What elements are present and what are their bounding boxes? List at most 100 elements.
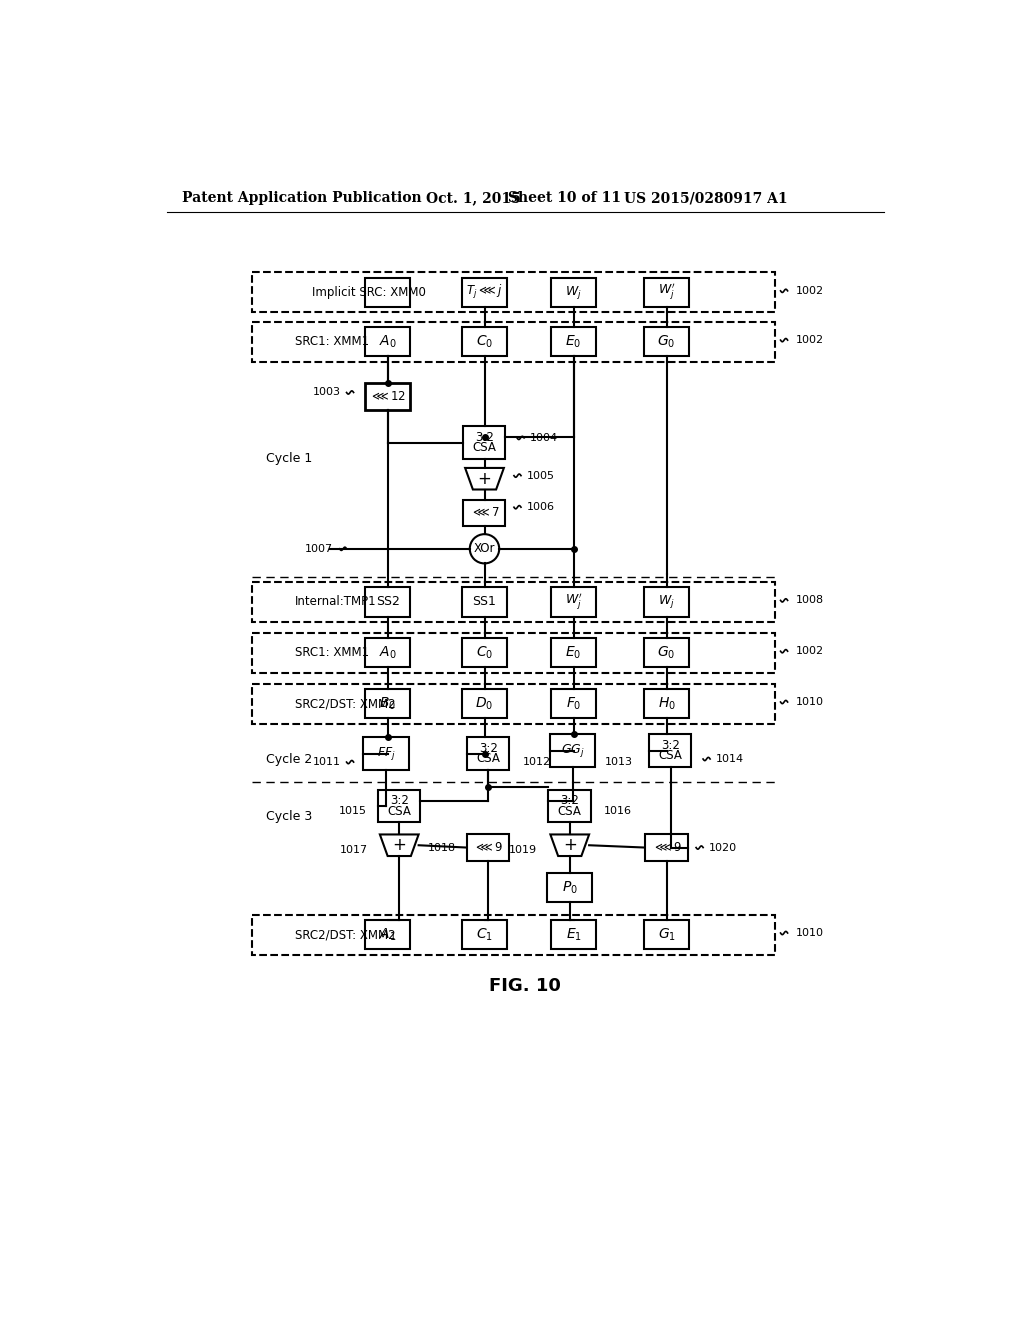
Text: $W_j$: $W_j$	[565, 284, 582, 301]
Text: SRC2/DST: XMM2: SRC2/DST: XMM2	[295, 928, 395, 941]
Text: $C_1$: $C_1$	[476, 927, 493, 942]
Text: $A_0$: $A_0$	[379, 334, 396, 350]
FancyBboxPatch shape	[467, 738, 509, 770]
FancyBboxPatch shape	[551, 638, 596, 668]
Text: 1019: 1019	[509, 845, 538, 855]
Text: 1017: 1017	[340, 845, 369, 855]
Text: Oct. 1, 2015: Oct. 1, 2015	[426, 191, 521, 206]
Text: $G_0$: $G_0$	[657, 334, 676, 350]
Text: SRC2/DST: XMM2: SRC2/DST: XMM2	[295, 697, 395, 710]
FancyBboxPatch shape	[644, 920, 689, 949]
Text: 1007: 1007	[305, 544, 334, 554]
Text: CSA: CSA	[658, 750, 682, 763]
Text: 1010: 1010	[796, 697, 824, 708]
FancyBboxPatch shape	[645, 834, 687, 862]
Polygon shape	[380, 834, 419, 855]
FancyBboxPatch shape	[551, 587, 596, 616]
Text: SS1: SS1	[472, 595, 497, 609]
Text: $A_1$: $A_1$	[379, 927, 396, 942]
Text: $F_0$: $F_0$	[566, 696, 582, 711]
Text: CSA: CSA	[558, 805, 582, 818]
Text: $GG_j$: $GG_j$	[561, 742, 585, 759]
Text: $\lll 12$: $\lll 12$	[369, 389, 407, 403]
Text: 1005: 1005	[526, 471, 554, 480]
Text: $\lll 7$: $\lll 7$	[470, 506, 500, 519]
FancyBboxPatch shape	[644, 277, 689, 308]
Text: $P_0$: $P_0$	[562, 879, 578, 896]
Text: 1012: 1012	[522, 758, 551, 767]
Text: $H_0$: $H_0$	[657, 696, 676, 711]
Text: $G_0$: $G_0$	[657, 644, 676, 661]
Text: $W_j'$: $W_j'$	[565, 591, 583, 612]
FancyBboxPatch shape	[548, 789, 591, 822]
Text: $C_0$: $C_0$	[476, 644, 494, 661]
FancyBboxPatch shape	[551, 920, 596, 949]
Text: Cycle 3: Cycle 3	[266, 810, 312, 824]
Text: Sheet 10 of 11: Sheet 10 of 11	[508, 191, 621, 206]
FancyBboxPatch shape	[462, 638, 507, 668]
Text: $E_0$: $E_0$	[565, 334, 582, 350]
Text: $T_j \lll j$: $T_j \lll j$	[466, 284, 503, 301]
Text: $G_1$: $G_1$	[657, 927, 676, 942]
Text: 1016: 1016	[604, 807, 632, 816]
Text: +: +	[392, 837, 407, 854]
Text: Cycle 1: Cycle 1	[266, 453, 312, 465]
Text: 3:2: 3:2	[475, 430, 494, 444]
FancyBboxPatch shape	[463, 499, 506, 527]
Text: FIG. 10: FIG. 10	[488, 977, 561, 995]
Text: 1020: 1020	[710, 842, 737, 853]
FancyBboxPatch shape	[366, 587, 410, 616]
Text: SS2: SS2	[376, 595, 399, 609]
Text: 1013: 1013	[604, 758, 633, 767]
Text: $A_0$: $A_0$	[379, 644, 396, 661]
Polygon shape	[465, 469, 504, 490]
FancyBboxPatch shape	[366, 638, 410, 668]
Text: Cycle 2: Cycle 2	[266, 752, 312, 766]
Text: CSA: CSA	[472, 441, 497, 454]
Text: 1002: 1002	[796, 286, 824, 296]
Text: Implicit SRC: XMM0: Implicit SRC: XMM0	[311, 286, 426, 298]
Text: $FF_j$: $FF_j$	[377, 744, 395, 762]
FancyBboxPatch shape	[366, 327, 410, 356]
Text: $\lll 9$: $\lll 9$	[651, 841, 682, 854]
Text: $D_0$: $D_0$	[475, 696, 494, 711]
FancyBboxPatch shape	[462, 689, 507, 718]
FancyBboxPatch shape	[366, 920, 410, 949]
Text: 3:2: 3:2	[560, 795, 580, 807]
Text: 1014: 1014	[716, 754, 743, 764]
FancyBboxPatch shape	[366, 277, 410, 308]
FancyBboxPatch shape	[644, 638, 689, 668]
Text: 1004: 1004	[529, 433, 558, 444]
Text: $W_j$: $W_j$	[658, 594, 675, 610]
Polygon shape	[550, 834, 589, 855]
Text: US 2015/0280917 A1: US 2015/0280917 A1	[624, 191, 787, 206]
Text: Patent Application Publication: Patent Application Publication	[182, 191, 422, 206]
FancyBboxPatch shape	[378, 789, 420, 822]
FancyBboxPatch shape	[644, 689, 689, 718]
FancyBboxPatch shape	[462, 587, 507, 616]
Text: +: +	[563, 837, 577, 854]
Text: 3:2: 3:2	[479, 742, 498, 755]
FancyBboxPatch shape	[362, 738, 410, 770]
FancyBboxPatch shape	[550, 734, 595, 767]
Text: 1018: 1018	[428, 842, 456, 853]
Text: $E_1$: $E_1$	[565, 927, 582, 942]
Text: 1011: 1011	[312, 758, 340, 767]
FancyBboxPatch shape	[547, 873, 592, 903]
Text: SRC1: XMM1: SRC1: XMM1	[295, 647, 369, 659]
FancyBboxPatch shape	[644, 587, 689, 616]
Text: CSA: CSA	[476, 752, 501, 766]
Text: 1003: 1003	[312, 388, 340, 397]
FancyBboxPatch shape	[462, 277, 507, 308]
Text: XOr: XOr	[474, 543, 496, 556]
Text: 1002: 1002	[796, 647, 824, 656]
FancyBboxPatch shape	[649, 734, 691, 767]
Text: 1002: 1002	[796, 335, 824, 345]
Text: 1008: 1008	[796, 595, 824, 606]
Text: 1006: 1006	[526, 502, 554, 512]
FancyBboxPatch shape	[467, 834, 509, 862]
FancyBboxPatch shape	[462, 920, 507, 949]
Text: Internal:TMP1: Internal:TMP1	[295, 595, 376, 609]
FancyBboxPatch shape	[551, 689, 596, 718]
FancyBboxPatch shape	[551, 327, 596, 356]
